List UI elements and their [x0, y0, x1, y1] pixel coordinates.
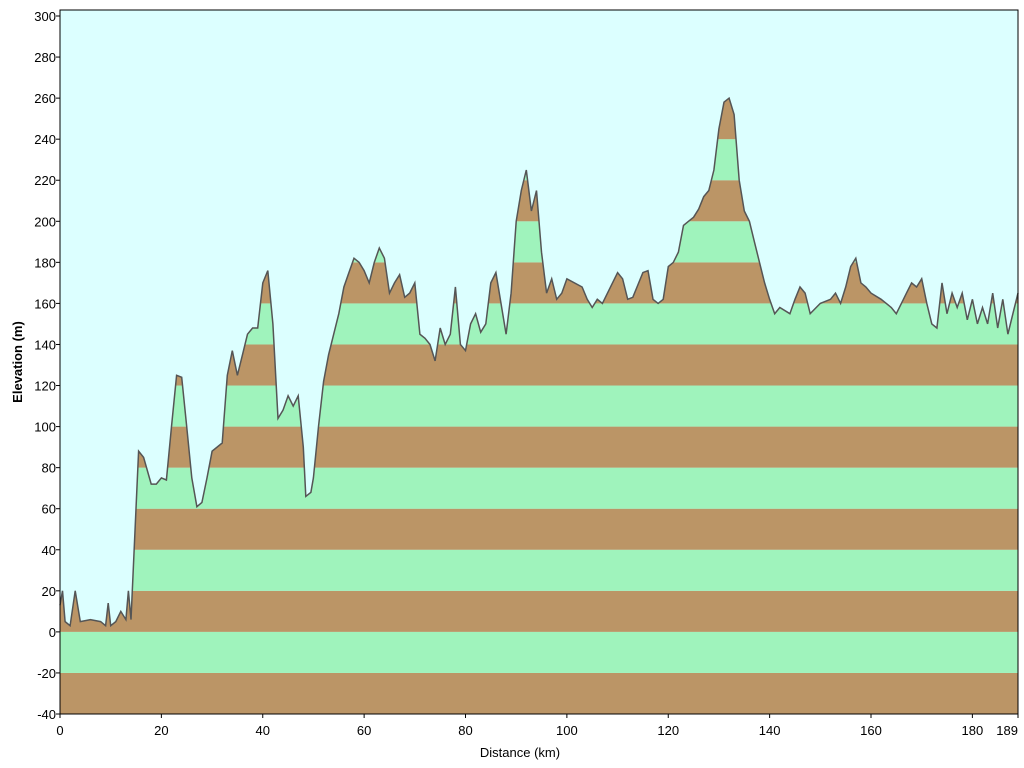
x-tick-label: 160: [860, 723, 882, 738]
y-tick-label: -20: [37, 666, 56, 681]
y-tick-label: 160: [34, 296, 56, 311]
x-tick-label: 100: [556, 723, 578, 738]
elevation-band: [60, 590, 1018, 632]
y-tick-label: 300: [34, 9, 56, 24]
x-tick-label: 140: [759, 723, 781, 738]
y-tick-label: 0: [49, 625, 56, 640]
elevation-band: [60, 508, 1018, 550]
y-tick-label: 100: [34, 420, 56, 435]
y-tick-label: 180: [34, 255, 56, 270]
y-axis-label: Elevation (m): [10, 321, 25, 403]
x-tick-label: 189: [996, 723, 1018, 738]
y-tick-label: 40: [42, 543, 56, 558]
plot-frame: [59, 9, 1019, 715]
x-tick-label: 0: [56, 723, 63, 738]
x-tick-label: 20: [154, 723, 168, 738]
y-tick-label: 240: [34, 132, 56, 147]
x-axis-label: Distance (km): [480, 745, 560, 760]
x-tick-label: 40: [256, 723, 270, 738]
y-tick-label: -40: [37, 707, 56, 722]
y-tick-label: 60: [42, 502, 56, 517]
x-tick-label: 120: [657, 723, 679, 738]
y-tick-label: 80: [42, 461, 56, 476]
profile-line: [59, 96, 1019, 628]
x-tick-label: 60: [357, 723, 371, 738]
y-tick-label: 260: [34, 91, 56, 106]
y-tick-label: 200: [34, 214, 56, 229]
y-tick-label: 220: [34, 173, 56, 188]
y-tick-label: 140: [34, 337, 56, 352]
elevation-band: [60, 467, 1018, 509]
elevation-band: [60, 672, 1018, 714]
x-tick-label: 80: [458, 723, 472, 738]
elevation-band: [60, 549, 1018, 591]
elevation-band: [60, 631, 1018, 673]
y-tick-label: 120: [34, 379, 56, 394]
x-tick-label: 180: [962, 723, 984, 738]
y-tick-label: 20: [42, 584, 56, 599]
y-tick-label: 280: [34, 50, 56, 65]
